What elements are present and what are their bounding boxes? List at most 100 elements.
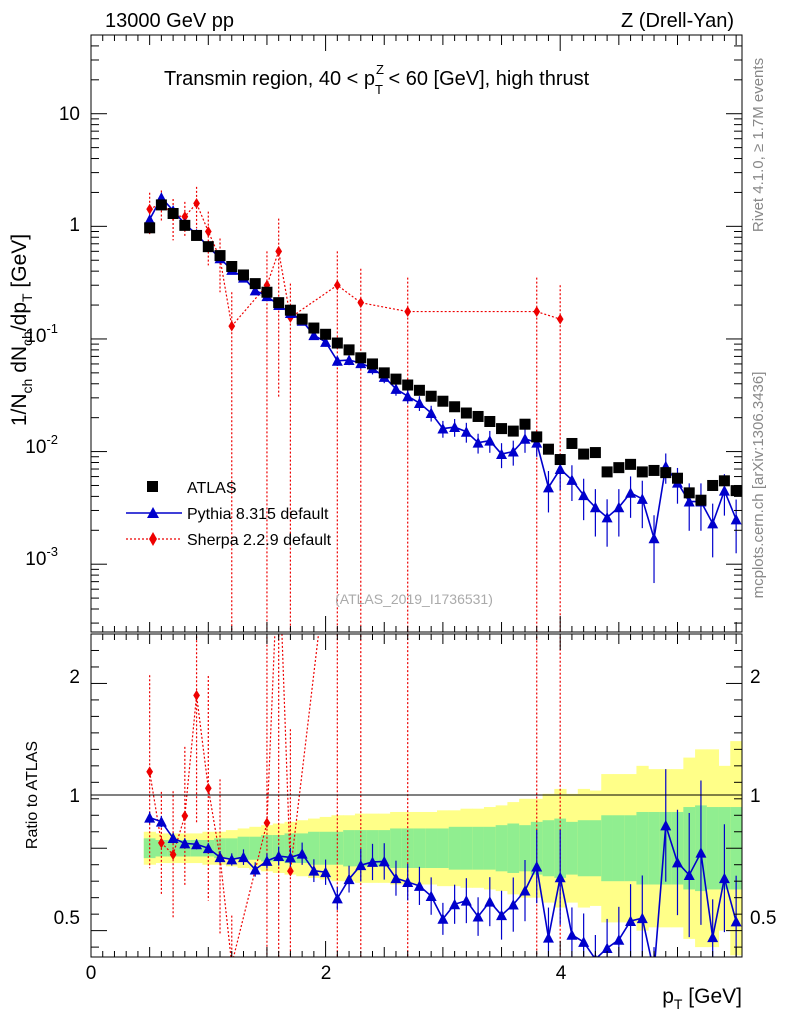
main-ylabel: 1/Nch dNch/dpT [GeV] xyxy=(8,234,35,426)
axis-ticks xyxy=(90,34,742,957)
ratio-ytick-2-right: 2 xyxy=(750,667,761,688)
ratio-band-inner xyxy=(472,826,485,870)
sherpa-marker xyxy=(193,197,200,209)
sherpa-marker xyxy=(556,313,564,325)
legend: ATLAS Pythia 8.315 default Sherpa 2.2.9 … xyxy=(126,480,332,549)
pythia-ratio-marker xyxy=(144,812,156,823)
pythia-marker xyxy=(601,511,613,523)
atlas-data-point xyxy=(449,401,461,413)
xtick-4: 4 xyxy=(556,963,567,984)
sherpa-line xyxy=(149,202,561,328)
ratio-band-inner xyxy=(648,811,661,885)
atlas-data-point xyxy=(355,352,367,364)
atlas-data-point xyxy=(484,415,496,427)
ratio-ytick-05-right: 0.5 xyxy=(750,908,776,929)
ratio-band-inner xyxy=(507,823,520,873)
pythia-ratio-marker xyxy=(320,866,332,878)
atlas-data-point xyxy=(589,447,601,459)
pythia-ratio-marker xyxy=(214,851,226,863)
atlas-data-point xyxy=(144,222,156,234)
pythia-ratio-marker xyxy=(191,838,203,850)
pythia-ratio-marker xyxy=(308,865,320,876)
atlas-data-point xyxy=(273,297,285,309)
ratio-band-inner xyxy=(577,820,591,877)
pythia-marker xyxy=(496,448,508,460)
atlas-data-point xyxy=(320,328,332,340)
pythia-ratio-marker xyxy=(601,942,613,954)
atlas-data-point xyxy=(237,269,249,281)
pythia-marker xyxy=(613,501,625,513)
atlas-data-point xyxy=(507,425,519,437)
ratio-ytick-05-left: 0.5 xyxy=(54,908,80,929)
xtick-2: 2 xyxy=(321,963,332,984)
pythia-ratio-marker xyxy=(331,892,343,904)
pythia-marker xyxy=(320,336,332,347)
legend-atlas-label: ATLAS xyxy=(187,480,237,497)
ratio-band-inner xyxy=(225,838,239,859)
sherpa-ratio-marker xyxy=(263,817,271,829)
atlas-data-point xyxy=(578,448,590,460)
pythia-ratio-marker xyxy=(179,837,191,849)
pythia-ratio-marker xyxy=(718,872,730,884)
pythia-ratio-marker xyxy=(496,909,508,921)
legend-pythia-label: Pythia 8.315 default xyxy=(187,506,329,523)
pythia-marker xyxy=(683,496,695,507)
process-label: Z (Drell-Yan) xyxy=(621,10,734,32)
pythia-marker xyxy=(308,329,320,341)
atlas-data-point xyxy=(554,454,566,466)
pythia-ratio-marker xyxy=(625,915,637,926)
pythia-ratio-marker xyxy=(542,932,554,943)
ratio-band-inner xyxy=(483,826,497,870)
pythia-marker xyxy=(554,463,566,474)
pythia-ratio-marker xyxy=(683,869,695,881)
atlas-data-point xyxy=(671,472,683,484)
atlas-data-point xyxy=(331,337,343,349)
ratio-band-inner xyxy=(425,828,438,869)
collision-energy-label: 13000 GeV pp xyxy=(105,10,234,32)
pythia-ratio-marker xyxy=(613,934,625,945)
pythia-ratio-marker xyxy=(378,855,390,867)
ratio-band-inner xyxy=(636,811,649,885)
pythia-ratio-marker xyxy=(730,915,742,927)
pythia-ratio-marker xyxy=(519,885,531,896)
pythia-marker xyxy=(625,487,637,498)
ratio-band-inner xyxy=(601,815,614,882)
pythia-marker xyxy=(144,214,156,225)
legend-sherpa-marker xyxy=(149,532,157,546)
ratio-band-inner xyxy=(612,815,626,882)
ratio-band-inner xyxy=(519,825,532,872)
pythia-ratio-marker xyxy=(484,896,496,907)
pythia-ratio-marker xyxy=(425,890,437,902)
pythia-ratio-marker xyxy=(226,853,238,865)
sherpa-marker xyxy=(533,306,541,317)
pythia-marker xyxy=(648,532,660,544)
pythia-marker xyxy=(542,481,554,493)
ratio-band-inner xyxy=(589,820,602,877)
atlas-data-point xyxy=(683,487,695,499)
pythia-ratio-marker xyxy=(554,871,566,883)
atlas-data-point xyxy=(202,241,214,253)
pythia-ratio-marker xyxy=(413,880,425,891)
atlas-data-point xyxy=(249,278,261,290)
pythia-marker xyxy=(566,474,578,485)
sherpa-ratio-marker xyxy=(287,865,294,877)
main-ytick-1e-3: 10-3 xyxy=(25,544,58,570)
sherpa-marker xyxy=(204,226,212,237)
atlas-data-point xyxy=(566,437,578,449)
pythia-marker xyxy=(730,513,742,525)
pythia-marker xyxy=(390,383,402,394)
atlas-data-point xyxy=(625,458,637,470)
pythia-ratio-marker xyxy=(261,855,273,866)
sherpa-ratio-line xyxy=(149,634,320,957)
sherpa-ratio-marker xyxy=(357,499,364,510)
pythia-ratio-marker xyxy=(695,847,707,858)
pythia-marker xyxy=(402,390,414,402)
atlas-data-point xyxy=(636,466,648,478)
pythia-ratio-marker xyxy=(237,851,249,863)
sherpa-ratio-marker xyxy=(404,268,411,279)
pythia-ratio-marker xyxy=(460,895,472,906)
pythia-ratio-marker xyxy=(284,851,296,863)
atlas-data-point xyxy=(695,494,707,506)
atlas-data-point xyxy=(707,479,719,491)
